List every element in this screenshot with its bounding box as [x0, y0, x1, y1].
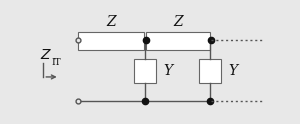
Text: Y: Y [228, 64, 237, 78]
Bar [134, 59, 156, 83]
Text: Z: Z [106, 15, 116, 29]
Bar [199, 59, 221, 83]
Bar [146, 32, 210, 50]
Text: $Z$: $Z$ [40, 48, 52, 62]
Text: IT: IT [52, 58, 62, 67]
Bar [78, 32, 145, 50]
Text: Y: Y [163, 64, 172, 78]
Text: Z: Z [173, 15, 183, 29]
